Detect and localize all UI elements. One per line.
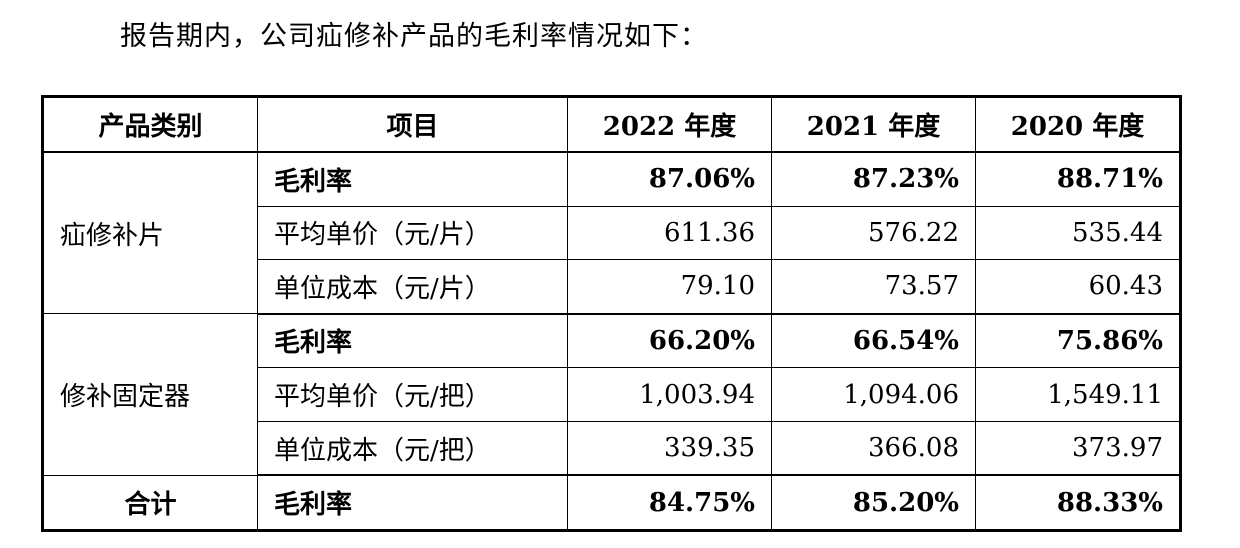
table-row: 单位成本（元/把） 339.35 366.08 373.97 — [43, 420, 1181, 477]
header-2022: 2022 年度 — [567, 96, 772, 153]
header-category: 产品类别 — [42, 96, 258, 153]
table-row: 疝修补片 毛利率 87.06% 87.23% 88.71% — [42, 151, 1181, 315]
header-2020: 2020 年度 — [975, 96, 1181, 153]
item-cell: 平均单价（元/片） — [257, 205, 568, 261]
value-2021: 1,094.06 — [771, 367, 976, 422]
item-cell: 单位成本（元/片） — [257, 259, 568, 315]
value-2020: 535.44 — [975, 205, 1181, 261]
table-row: 修补固定器 毛利率 66.20% 66.54% 75.86% — [42, 313, 1181, 476]
header-row: 产品类别 项目 2022 年度 2021 年度 2020 年度 — [42, 96, 1181, 153]
intro-text: 报告期内，公司疝修补产品的毛利率情况如下： — [120, 21, 708, 52]
value-2021: 87.23% — [771, 151, 976, 207]
header-item: 项目 — [257, 96, 568, 153]
value-2021: 73.57 — [771, 259, 976, 315]
value-2021: 85.20% — [771, 474, 976, 532]
value-2020: 373.97 — [975, 420, 1181, 477]
value-2020: 60.43 — [975, 259, 1181, 315]
table-row: 单位成本（元/片） 79.10 73.57 60.43 — [43, 259, 1181, 315]
value-2021: 366.08 — [771, 420, 976, 477]
value-2020: 1,549.11 — [975, 367, 1181, 422]
category-cell-fixator: 修补固定器 — [42, 313, 258, 476]
value-2020: 88.33% — [975, 474, 1181, 532]
table-row-total: 合计 毛利率 84.75% 85.20% 88.33% — [42, 474, 1181, 532]
item-cell: 毛利率 — [257, 151, 568, 207]
value-2022: 339.35 — [567, 420, 772, 477]
value-2021: 66.54% — [771, 313, 976, 369]
item-cell: 毛利率 — [257, 313, 568, 369]
value-2020: 75.86% — [975, 313, 1181, 369]
value-2022: 79.10 — [567, 259, 772, 315]
category-cell-total: 合计 — [42, 474, 258, 532]
item-cell: 毛利率 — [257, 474, 568, 532]
header-2021: 2021 年度 — [771, 96, 976, 153]
value-2022: 611.36 — [567, 205, 772, 261]
item-cell: 平均单价（元/把） — [257, 367, 568, 422]
value-2021: 576.22 — [771, 205, 976, 261]
item-cell: 单位成本（元/把） — [257, 420, 568, 477]
table-row: 平均单价（元/把） 1,003.94 1,094.06 1,549.11 — [43, 367, 1181, 422]
value-2022: 1,003.94 — [567, 367, 772, 422]
category-cell-mesh: 疝修补片 — [42, 151, 258, 315]
value-2022: 66.20% — [567, 313, 772, 369]
value-2020: 88.71% — [975, 151, 1181, 207]
gross-margin-table: 产品类别 项目 2022 年度 2021 年度 2020 年度 疝修补片 毛利率… — [41, 95, 1182, 532]
value-2022: 84.75% — [567, 474, 772, 532]
value-2022: 87.06% — [567, 151, 772, 207]
